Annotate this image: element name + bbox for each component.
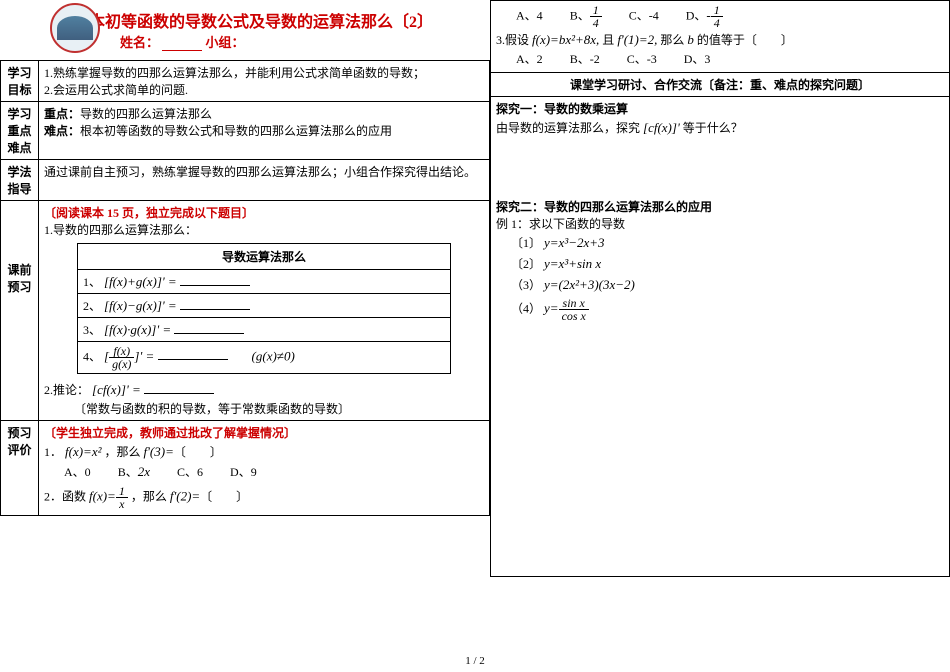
eval-q1-opts: A、0 B、2x C、6 D、9 [44,462,484,483]
name-blank [162,50,202,51]
preview-content: 〔阅读课本 15 页，独立完成以下题目〕 1.导数的四那么运算法那么： 导数运算… [39,201,490,421]
rules-th: 导数运算法那么 [78,244,451,270]
goal-line1: 1.熟练掌握导数的四那么运算法那么，并能利用公式求简单函数的导数； [44,64,484,81]
rules-table: 导数运算法那么 1、 [f(x)+g(x)]' = 2、 [f(x)−g(x)]… [77,243,451,374]
right-top-table: A、4 B、14 C、-4 D、-14 3.假设 f(x)=bx²+8x, 且 … [490,0,950,577]
method-content: 通过课前自主预习，熟练掌握导数的四那么运算法那么；小组合作探究得出结论。 [39,160,490,201]
preview-label: 课前 预习 [1,201,39,421]
left-column: .2 根本初等函数的导数公式及导数的运算法那么〔2〕 姓名： 小组： 学习 目标… [0,0,490,640]
name-label: 姓名： [120,35,159,50]
rule-1: 1、 [f(x)+g(x)]' = [78,270,451,294]
q3-opts: A、2 B、-2 C、-3 D、3 [496,50,944,69]
preview-line1: 1.导数的四那么运算法那么： [44,221,484,238]
preview-red-header: 〔阅读课本 15 页，独立完成以下题目〕 [44,204,484,221]
goal-label: 学习 目标 [1,61,39,102]
header: .2 根本初等函数的导数公式及导数的运算法那么〔2〕 姓名： 小组： [0,0,490,60]
ex-item-2: 〔2〕 y=x³+sin x [496,253,944,274]
method-label: 学法 指导 [1,160,39,201]
left-table: 学习 目标 1.熟练掌握导数的四那么运算法那么，并能利用公式求简单函数的导数； … [0,60,490,516]
explore1-text: 由导数的运算法那么，探究 [cf(x)]' 等于什么？ [496,117,944,138]
ex-item-1: 〔1〕 y=x³−2x+3 [496,232,944,253]
eval-content: 〔学生独立完成，教师通过批改了解掌握情况〕 1． f(x)=x² ，那么 f'(… [39,421,490,516]
page-number: 1 / 2 [465,655,485,667]
goal-content: 1.熟练掌握导数的四那么运算法那么，并能利用公式求简单函数的导数； 2.会运用公… [39,61,490,102]
q3-row: 3.假设 f(x)=bx²+8x, 且 f'(1)=2, 那么 b 的值等于〔 … [496,29,944,50]
rule-4: 4、 [f(x)g(x)]' = (g(x)≠0) [78,342,451,374]
inference-row: 2.推论： [cf(x)]' = [44,379,484,400]
explore1-title: 探究一：导数的数乘运算 [496,100,944,117]
right-body: 探究一：导数的数乘运算 由导数的运算法那么，探究 [cf(x)]' 等于什么？ … [491,97,950,577]
right-top-cell: A、4 B、14 C、-4 D、-14 3.假设 f(x)=bx²+8x, 且 … [491,1,950,73]
eval-q1: 1． f(x)=x² ，那么 f'(3)=〔 〕 [44,441,484,462]
focus-text1: 导数的四那么运算法那么 [80,107,212,121]
rule-2: 2、 [f(x)−g(x)]' = [78,294,451,318]
explore2-ex: 例 1：求以下函数的导数 [496,215,944,232]
focus-text2: 根本初等函数的导数公式和导数的四那么运算法那么的应用 [80,124,392,138]
eval-label: 预习 评价 [1,421,39,516]
focus-label: 学习 重点 难点 [1,102,39,160]
rule-3: 3、 [f(x)·g(x)]' = [78,318,451,342]
group-label: 小组： [206,35,245,50]
goal-line2: 2.会运用公式求简单的问题. [44,81,484,98]
right-column: A、4 B、14 C、-4 D、-14 3.假设 f(x)=bx²+8x, 且 … [490,0,950,640]
school-logo [50,3,100,53]
eval-red-header: 〔学生独立完成，教师通过批改了解掌握情况〕 [44,424,484,441]
focus-key2: 难点： [44,124,80,138]
eval-q2: 2．函数 f(x)=1x ，那么 f'(2)=〔 〕 [44,483,484,512]
preview-note: 〔常数与函数的积的导数，等于常数乘函数的导数〕 [44,400,484,417]
explore2-title: 探究二：导数的四那么运算法那么的应用 [496,198,944,215]
focus-key1: 重点： [44,107,80,121]
ex-item-4: （4） y=sin xcos x [496,295,944,324]
focus-content: 重点：导数的四那么运算法那么 难点：根本初等函数的导数公式和导数的四那么运算法那… [39,102,490,160]
right-header: 课堂学习研讨、合作交流〔备注：重、难点的探究问题〕 [491,73,950,97]
ex-item-3: （3） y=(2x²+3)(3x−2) [496,274,944,295]
q2-opts: A、4 B、14 C、-4 D、-14 [496,4,944,29]
page: .2 根本初等函数的导数公式及导数的运算法那么〔2〕 姓名： 小组： 学习 目标… [0,0,950,640]
